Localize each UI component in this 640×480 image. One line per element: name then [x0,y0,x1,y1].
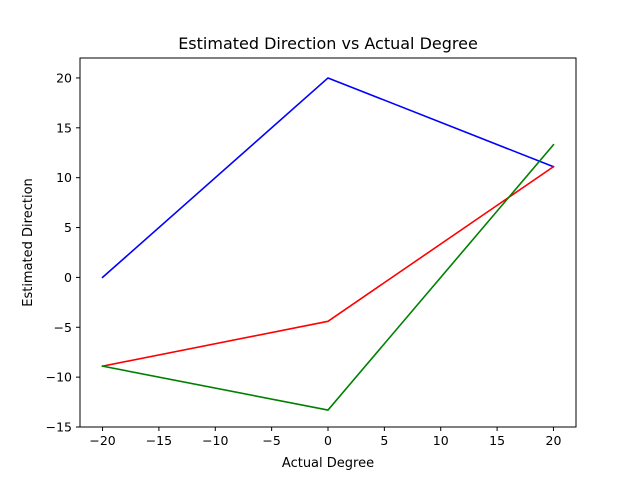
x-tick-label: 20 [546,433,562,448]
x-tick-label: −15 [146,433,172,448]
x-tick-label: 10 [433,433,449,448]
series-line-3 [101,143,555,411]
x-tick-label: 15 [489,433,505,448]
x-tick-label: −5 [262,433,280,448]
y-tick-label: 20 [56,70,72,85]
x-tick-label: 5 [380,433,388,448]
y-tick-label: 5 [64,220,72,235]
series-line-1 [101,77,555,279]
x-axis-label: Actual Degree [282,456,374,471]
chart-title: Estimated Direction vs Actual Degree [178,34,478,53]
y-tick-label: 10 [56,170,72,185]
y-axis-label: Estimated Direction [21,178,36,307]
series-layer [101,77,555,411]
y-tick-label: 15 [56,120,72,135]
x-axis-ticks: −20 −15 −10 −5 0 5 10 15 20 [89,427,561,448]
y-tick-label: −15 [46,420,72,435]
y-axis-ticks: −15 −10 −5 0 5 10 15 20 [46,70,80,435]
plot-frame [79,57,577,428]
x-tick-label: 0 [324,433,332,448]
plot-area [80,58,576,427]
x-tick-label: −10 [202,433,228,448]
y-tick-label: −10 [46,370,72,385]
y-tick-label: −5 [54,320,72,335]
y-tick-label: 0 [64,270,72,285]
x-tick-label: −20 [89,433,115,448]
series-line-2 [101,165,555,368]
